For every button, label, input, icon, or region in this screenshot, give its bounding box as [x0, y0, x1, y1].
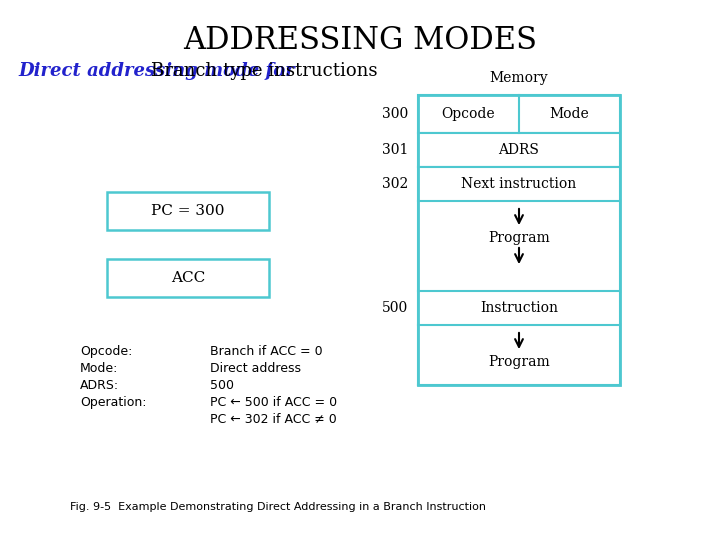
Text: ADDRESSING MODES: ADDRESSING MODES	[183, 25, 537, 56]
Bar	[418, 291, 620, 325]
Text: 301: 301	[382, 143, 408, 157]
Text: Memory: Memory	[490, 71, 549, 85]
Text: 500: 500	[382, 301, 408, 315]
Text: Branch type instructions: Branch type instructions	[151, 62, 377, 80]
Bar	[418, 95, 620, 133]
Text: Direct addressing mode for: Direct addressing mode for	[18, 62, 301, 80]
Text: 500: 500	[210, 379, 234, 392]
Bar	[107, 259, 269, 297]
Text: Mode:: Mode:	[80, 362, 118, 375]
Text: ADRS:: ADRS:	[80, 379, 119, 392]
Bar	[107, 192, 269, 230]
Text: Direct address: Direct address	[210, 362, 301, 375]
Text: PC = 300: PC = 300	[151, 204, 225, 218]
Text: Next instruction: Next instruction	[462, 177, 577, 191]
Text: ADRS: ADRS	[498, 143, 539, 157]
Text: Program: Program	[488, 231, 550, 245]
Text: Operation:: Operation:	[80, 396, 146, 409]
Text: Mode: Mode	[549, 107, 590, 121]
Text: 300: 300	[382, 107, 408, 121]
Text: PC ← 500 if ACC = 0: PC ← 500 if ACC = 0	[210, 396, 337, 409]
Text: 302: 302	[382, 177, 408, 191]
Text: Branch if ACC = 0: Branch if ACC = 0	[210, 345, 323, 358]
Bar	[418, 133, 620, 167]
Text: Fig. 9-5  Example Demonstrating Direct Addressing in a Branch Instruction: Fig. 9-5 Example Demonstrating Direct Ad…	[70, 502, 486, 512]
Text: Opcode: Opcode	[441, 107, 495, 121]
Bar	[418, 167, 620, 201]
Text: Instruction: Instruction	[480, 301, 558, 315]
Bar	[418, 95, 620, 385]
Text: Program: Program	[488, 355, 550, 369]
Text: PC ← 302 if ACC ≠ 0: PC ← 302 if ACC ≠ 0	[210, 413, 337, 426]
Text: ACC: ACC	[171, 271, 205, 285]
Text: Opcode:: Opcode:	[80, 345, 132, 358]
